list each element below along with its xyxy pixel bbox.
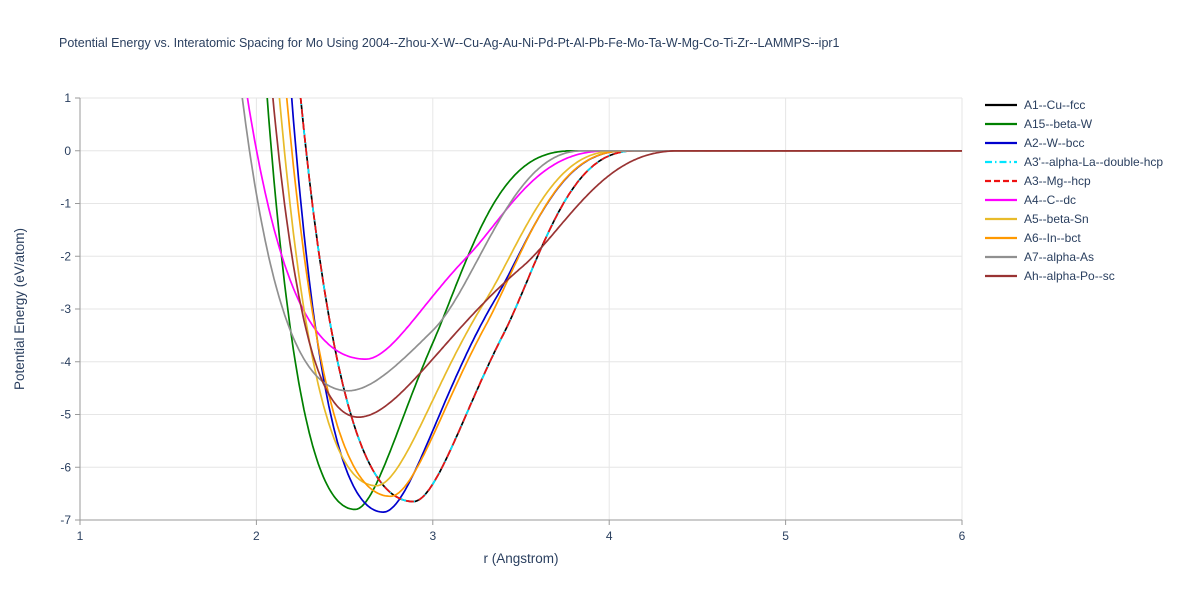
curve-a15-beta-w (266, 98, 962, 511)
legend-line-sample (985, 122, 1017, 126)
x-tick-label: 1 (77, 529, 84, 543)
legend-line-sample (985, 198, 1017, 202)
legend-line-sample (985, 217, 1017, 221)
legend-item: A6--In--bct (984, 232, 1163, 244)
legend-label: A15--beta-W (1024, 117, 1093, 131)
legend-item: A3'--alpha-La--double-hcp (984, 156, 1163, 168)
legend-item: A7--alpha-As (984, 251, 1163, 263)
legend-line-sample (985, 141, 1017, 145)
x-axis-label: r (Angstrom) (483, 551, 559, 566)
legend-line-sample (985, 255, 1017, 259)
legend-line-sample (985, 274, 1017, 278)
curve-ah-alpha-po-sc (272, 98, 962, 418)
legend-item: A2--W--bcc (984, 137, 1163, 149)
legend-label: A3--Mg--hcp (1024, 174, 1091, 188)
legend-label: A3'--alpha-La--double-hcp (1024, 155, 1164, 169)
y-tick-label: -1 (60, 197, 71, 211)
legend-label: A6--In--bct (1024, 231, 1081, 245)
legend-label: A1--Cu--fcc (1024, 98, 1086, 112)
legend-item: A15--beta-W (984, 118, 1163, 130)
x-tick-label: 2 (253, 529, 260, 543)
legend-label: A2--W--bcc (1024, 136, 1085, 150)
legend-label: A4--C--dc (1024, 193, 1077, 207)
curves (241, 98, 962, 513)
gridlines (79, 97, 963, 521)
legend-label: A7--alpha-As (1024, 250, 1095, 264)
legend-item: A5--beta-Sn (984, 213, 1163, 225)
y-tick-label: 0 (64, 144, 71, 158)
y-tick-label: -7 (60, 513, 71, 527)
legend-item: A3--Mg--hcp (984, 175, 1163, 187)
x-tick-label: 3 (429, 529, 436, 543)
legend-line-sample (985, 179, 1017, 183)
axes: 1 2 3 4 5 6 -7 -6 -5 -4 -3 -2 -1 0 1 (60, 91, 965, 543)
y-axis-label: Potential Energy (eV/atom) (12, 227, 27, 391)
legend-line-sample (985, 103, 1017, 107)
y-tick-label: -2 (60, 249, 71, 263)
curve-a5-beta-sn (278, 98, 962, 487)
legend-label: Ah--alpha-Po--sc (1024, 269, 1115, 283)
legend-line-sample (985, 236, 1017, 240)
x-tick-label: 4 (606, 529, 613, 543)
legend-line-sample (985, 160, 1017, 164)
y-tick-label: -6 (60, 460, 71, 474)
legend-item: Ah--alpha-Po--sc (984, 270, 1163, 282)
y-tick-label: -3 (60, 302, 71, 316)
y-tick-label: -5 (60, 408, 71, 422)
y-tick-label: -4 (60, 355, 71, 369)
curve-a6-in-bct (285, 98, 962, 498)
x-tick-label: 5 (782, 529, 789, 543)
legend: A1--Cu--fcc A15--beta-W A2--W--bcc A3'--alp… (984, 99, 1163, 282)
legend-item: A4--C--dc (984, 194, 1163, 206)
legend-item: A1--Cu--fcc (984, 99, 1163, 111)
y-tick-label: 1 (64, 91, 71, 105)
curve-a7-alpha-as (241, 98, 962, 392)
legend-label: A5--beta-Sn (1024, 212, 1089, 226)
chart-title: Potential Energy vs. Interatomic Spacing… (59, 36, 840, 50)
curve-a4-c-dc (246, 98, 962, 360)
x-tick-label: 6 (959, 529, 966, 543)
